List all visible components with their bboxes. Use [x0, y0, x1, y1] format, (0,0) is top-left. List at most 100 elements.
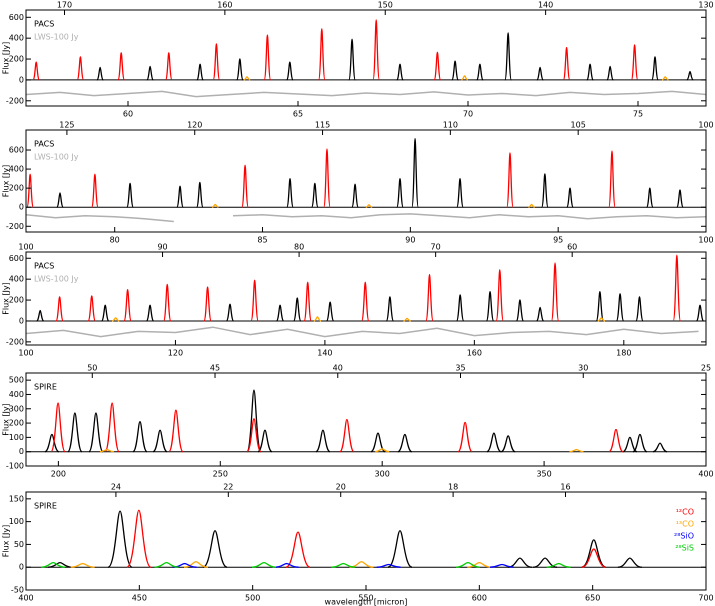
spectral-line [96, 66, 104, 81]
y-tick-label: 50 [14, 540, 24, 549]
spectral-line [672, 254, 682, 322]
spectral-line [275, 304, 285, 322]
reference-label: LWS-100 Jy [34, 275, 79, 284]
x-tick-label: 75 [633, 110, 643, 119]
spectral-line [695, 304, 705, 322]
x2-tick-label: 60 [567, 243, 577, 252]
reference-label: LWS-100 Jy [34, 153, 79, 162]
spectral-line [211, 203, 219, 208]
x2-tick-label: 100 [18, 243, 33, 252]
spectral-line [293, 297, 302, 322]
spectral-line [351, 183, 359, 208]
reference-curve [26, 90, 706, 98]
spectral-line [203, 286, 212, 322]
spectral-line [652, 442, 668, 453]
spectral-line [457, 421, 473, 453]
spectral-line [532, 557, 558, 568]
instrument-label: SPIRE [34, 383, 57, 392]
y-tick-label: 600 [9, 146, 24, 155]
spectral-line [581, 539, 607, 568]
spectral-line [132, 420, 148, 453]
spectral-line [313, 316, 322, 322]
spectral-line [397, 433, 413, 453]
x2-tick-label: 22 [223, 483, 233, 492]
spectral-line [433, 51, 442, 81]
panel: 200 250 300 350 400 50 45 40 35 30 25 -100 0 100 200 30… [2, 364, 714, 479]
x-tick-label: 600 [472, 594, 487, 603]
spectral-line [236, 58, 244, 81]
x-tick-label: 65 [293, 110, 303, 119]
spectral-line [403, 317, 411, 322]
spectral-line [246, 418, 262, 453]
spectral-line [47, 562, 73, 568]
y-tick-label: 0 [19, 563, 24, 572]
x2-tick-label: 16 [560, 483, 570, 492]
legend-entry: ¹²CO [676, 508, 694, 517]
spectral-line [317, 28, 326, 81]
spectral-line [486, 432, 502, 453]
x-tick-label: 650 [585, 594, 600, 603]
spectral-line [541, 173, 549, 208]
x-tick-label: 700 [698, 594, 713, 603]
x-tick-label: 400 [698, 470, 713, 479]
spectral-line [425, 273, 434, 322]
y-tick-label: 0 [19, 316, 24, 325]
x-tick-label: 80 [110, 236, 120, 245]
spectral-line [495, 269, 505, 322]
instrument-label: PACS [34, 20, 54, 29]
x2-tick-label: 120 [187, 121, 202, 130]
spectral-line [506, 152, 514, 208]
spectral-line [562, 46, 571, 81]
spectral-line [246, 389, 262, 453]
spectral-line [569, 448, 584, 453]
spectral-line [504, 32, 512, 81]
x2-tick-label: 50 [87, 364, 97, 373]
x-tick-label: 550 [358, 594, 373, 603]
spectral-line [55, 296, 64, 322]
spectral-line [606, 65, 614, 81]
x2-tick-label: 115 [315, 121, 330, 130]
spectral-line [535, 306, 545, 322]
spectral-line [632, 433, 648, 453]
x2-tick-label: 40 [333, 364, 343, 373]
spectral-line [550, 262, 560, 322]
y-tick-label: 600 [9, 254, 24, 263]
spectral-line [243, 76, 251, 81]
spectral-line [597, 317, 606, 322]
spectral-line [396, 63, 404, 81]
spectral-line [168, 409, 184, 453]
x2-tick-label: 140 [538, 1, 553, 10]
y-tick-label: -200 [6, 222, 24, 231]
y-tick-label: 500 [9, 376, 24, 385]
x2-tick-label: 80 [294, 243, 304, 252]
spectral-line [99, 448, 114, 453]
spectral-line [303, 281, 312, 322]
spectral-line [212, 43, 221, 81]
spectral-line [87, 295, 97, 322]
frame [25, 9, 707, 107]
spectral-line [263, 34, 272, 81]
spectral-line [225, 303, 235, 322]
spectral-line [126, 509, 152, 568]
spectral-line [456, 177, 464, 208]
spectral-line [257, 429, 273, 453]
spectral-line [546, 562, 571, 568]
spectral-line [651, 56, 659, 81]
x2-tick-label: 24 [111, 483, 121, 492]
y-tick-label: 400 [9, 275, 24, 284]
x-tick-label: 180 [616, 349, 631, 358]
spectral-line [152, 429, 168, 453]
y-tick-label: 0 [19, 75, 24, 84]
plot-area [26, 137, 706, 223]
x2-tick-label: 25 [701, 364, 711, 373]
frame [25, 129, 707, 233]
x2-tick-label: 30 [578, 364, 588, 373]
spectral-line [146, 65, 154, 81]
y-tick-label: 100 [9, 517, 24, 526]
y-tick-label: -50 [11, 586, 24, 595]
y-axis-title: Flux [Jy] [2, 42, 11, 75]
spectral-line [595, 291, 605, 322]
spectral-line [515, 299, 525, 322]
frame [25, 491, 707, 591]
spectral-line [145, 304, 155, 322]
